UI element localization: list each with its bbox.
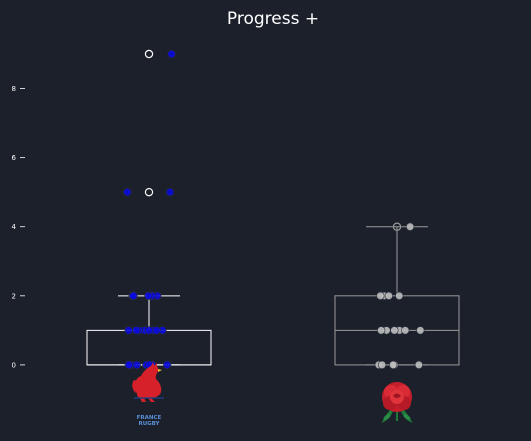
outlier-marker: [392, 222, 402, 231]
points-layer: [123, 49, 425, 370]
data-point: [416, 326, 425, 335]
data-point: [377, 326, 386, 335]
box-france: [86, 49, 212, 366]
logo-text-line-2: RUGBY: [138, 421, 160, 427]
data-point: [132, 326, 141, 335]
points-england: [374, 222, 425, 370]
data-point: [395, 291, 404, 300]
points-france: [123, 49, 176, 370]
chart-title: Progress +: [227, 9, 319, 29]
data-point: [377, 360, 387, 370]
y-axis: 0 2 4 6 8: [12, 85, 25, 369]
data-point: [152, 326, 161, 335]
data-point: [132, 360, 141, 370]
data-point: [163, 360, 172, 370]
y-tick-label: 2: [12, 292, 16, 300]
data-point: [167, 49, 176, 59]
y-tick-label: 0: [12, 361, 16, 369]
data-point: [144, 326, 154, 335]
outlier-marker: [144, 49, 154, 59]
data-point: [401, 326, 410, 335]
data-point: [376, 291, 385, 300]
data-point: [123, 188, 132, 197]
data-point: [124, 326, 133, 335]
logo-text-line-1: FRANCE: [137, 415, 162, 421]
box-body: [86, 329, 212, 366]
y-tick-label: 8: [12, 85, 16, 93]
y-tick-label: 4: [12, 223, 17, 231]
boxes-layer: [86, 49, 460, 366]
france-rugby-logo: FRANCE RUGBY: [132, 362, 164, 427]
data-point: [124, 360, 133, 370]
data-point: [405, 222, 415, 231]
rose-icon: [381, 382, 413, 423]
data-point: [129, 291, 138, 300]
data-point: [414, 360, 423, 370]
data-point: [389, 360, 398, 370]
y-tick-label: 6: [12, 154, 17, 162]
data-point: [384, 291, 393, 300]
data-point: [144, 291, 153, 300]
data-point: [390, 326, 399, 335]
england-rose-logo: [381, 382, 413, 423]
rooster-icon: [132, 362, 164, 402]
outlier-marker: [144, 187, 154, 197]
data-point: [165, 188, 175, 197]
